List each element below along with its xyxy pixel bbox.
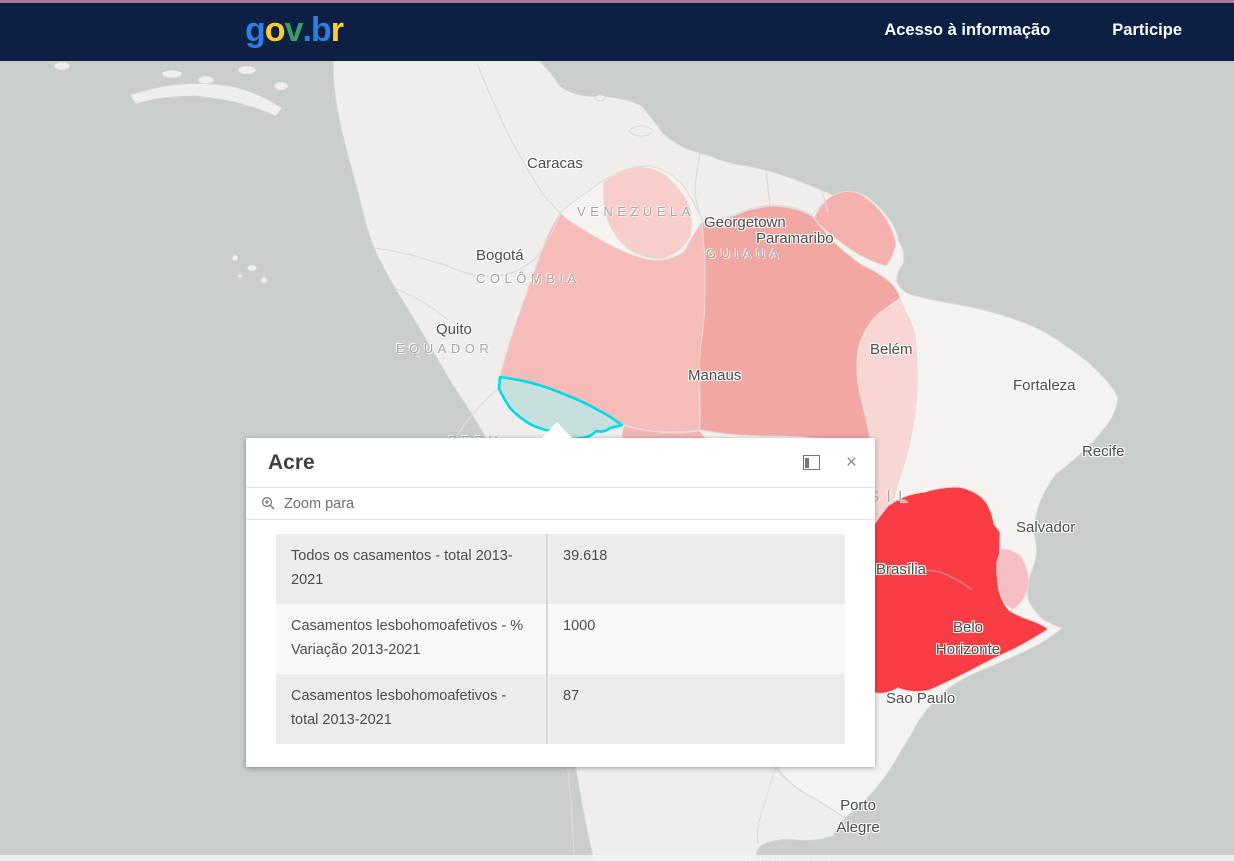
popup-header: Acre × — [246, 438, 875, 487]
logo-part: o — [264, 11, 286, 49]
field-label: Todos os casamentos - total 2013-2021 — [291, 548, 513, 588]
header-nav: Acesso à informação Participe — [884, 21, 1234, 40]
map-attribution-bar — [0, 855, 1234, 861]
table-row: Casamentos lesbohomoafetivos - total 201… — [276, 673, 845, 744]
field-value: 39.618 — [563, 548, 608, 564]
logo-part: r — [330, 11, 344, 49]
popup-attribute-table: Todos os casamentos - total 2013-2021 39… — [246, 520, 875, 767]
column-divider — [546, 673, 548, 744]
close-icon[interactable]: × — [845, 452, 857, 473]
popup-actions: × — [802, 452, 857, 473]
state-border-mg-sp — [857, 569, 973, 591]
table-row: Casamentos lesbohomoafetivos - % Variaçã… — [276, 603, 845, 674]
field-label: Casamentos lesbohomoafetivos - % Variaçã… — [291, 617, 524, 658]
country-borders — [373, 65, 846, 859]
dock-icon[interactable] — [802, 455, 820, 470]
govbr-logo[interactable]: gov.br — [245, 11, 344, 50]
field-label: Casamentos lesbohomoafetivos - total 201… — [291, 687, 507, 728]
zoom-to-action[interactable]: Zoom para — [246, 487, 875, 520]
govbr-header: gov.br Acesso à informação Participe — [0, 0, 1234, 61]
state-amapa[interactable] — [813, 190, 897, 267]
header-link-acesso-informacao[interactable]: Acesso à informação — [884, 21, 1051, 39]
column-divider — [546, 534, 548, 604]
field-value: 87 — [563, 687, 580, 704]
table-row: Todos os casamentos - total 2013-2021 39… — [276, 534, 845, 604]
zoom-in-icon — [261, 496, 275, 510]
zoom-to-label: Zoom para — [284, 495, 355, 512]
feature-popup: Acre × Zoom para Todos os casamentos - t… — [246, 422, 875, 767]
logo-part: g — [245, 11, 266, 49]
column-divider — [546, 603, 548, 674]
logo-part: .b — [302, 11, 331, 49]
popup-title: Acre — [268, 450, 315, 474]
state-acre-selected[interactable] — [497, 375, 624, 441]
header-link-participe[interactable]: Participe — [1112, 21, 1182, 39]
state-espirito-santo[interactable] — [996, 548, 1029, 610]
field-value: 1000 — [563, 617, 596, 634]
popup-callout-tail — [542, 422, 572, 438]
top-accent-strip — [0, 0, 1234, 3]
logo-part: v — [284, 11, 304, 49]
state-roraima[interactable] — [602, 167, 693, 259]
islands — [53, 61, 653, 284]
